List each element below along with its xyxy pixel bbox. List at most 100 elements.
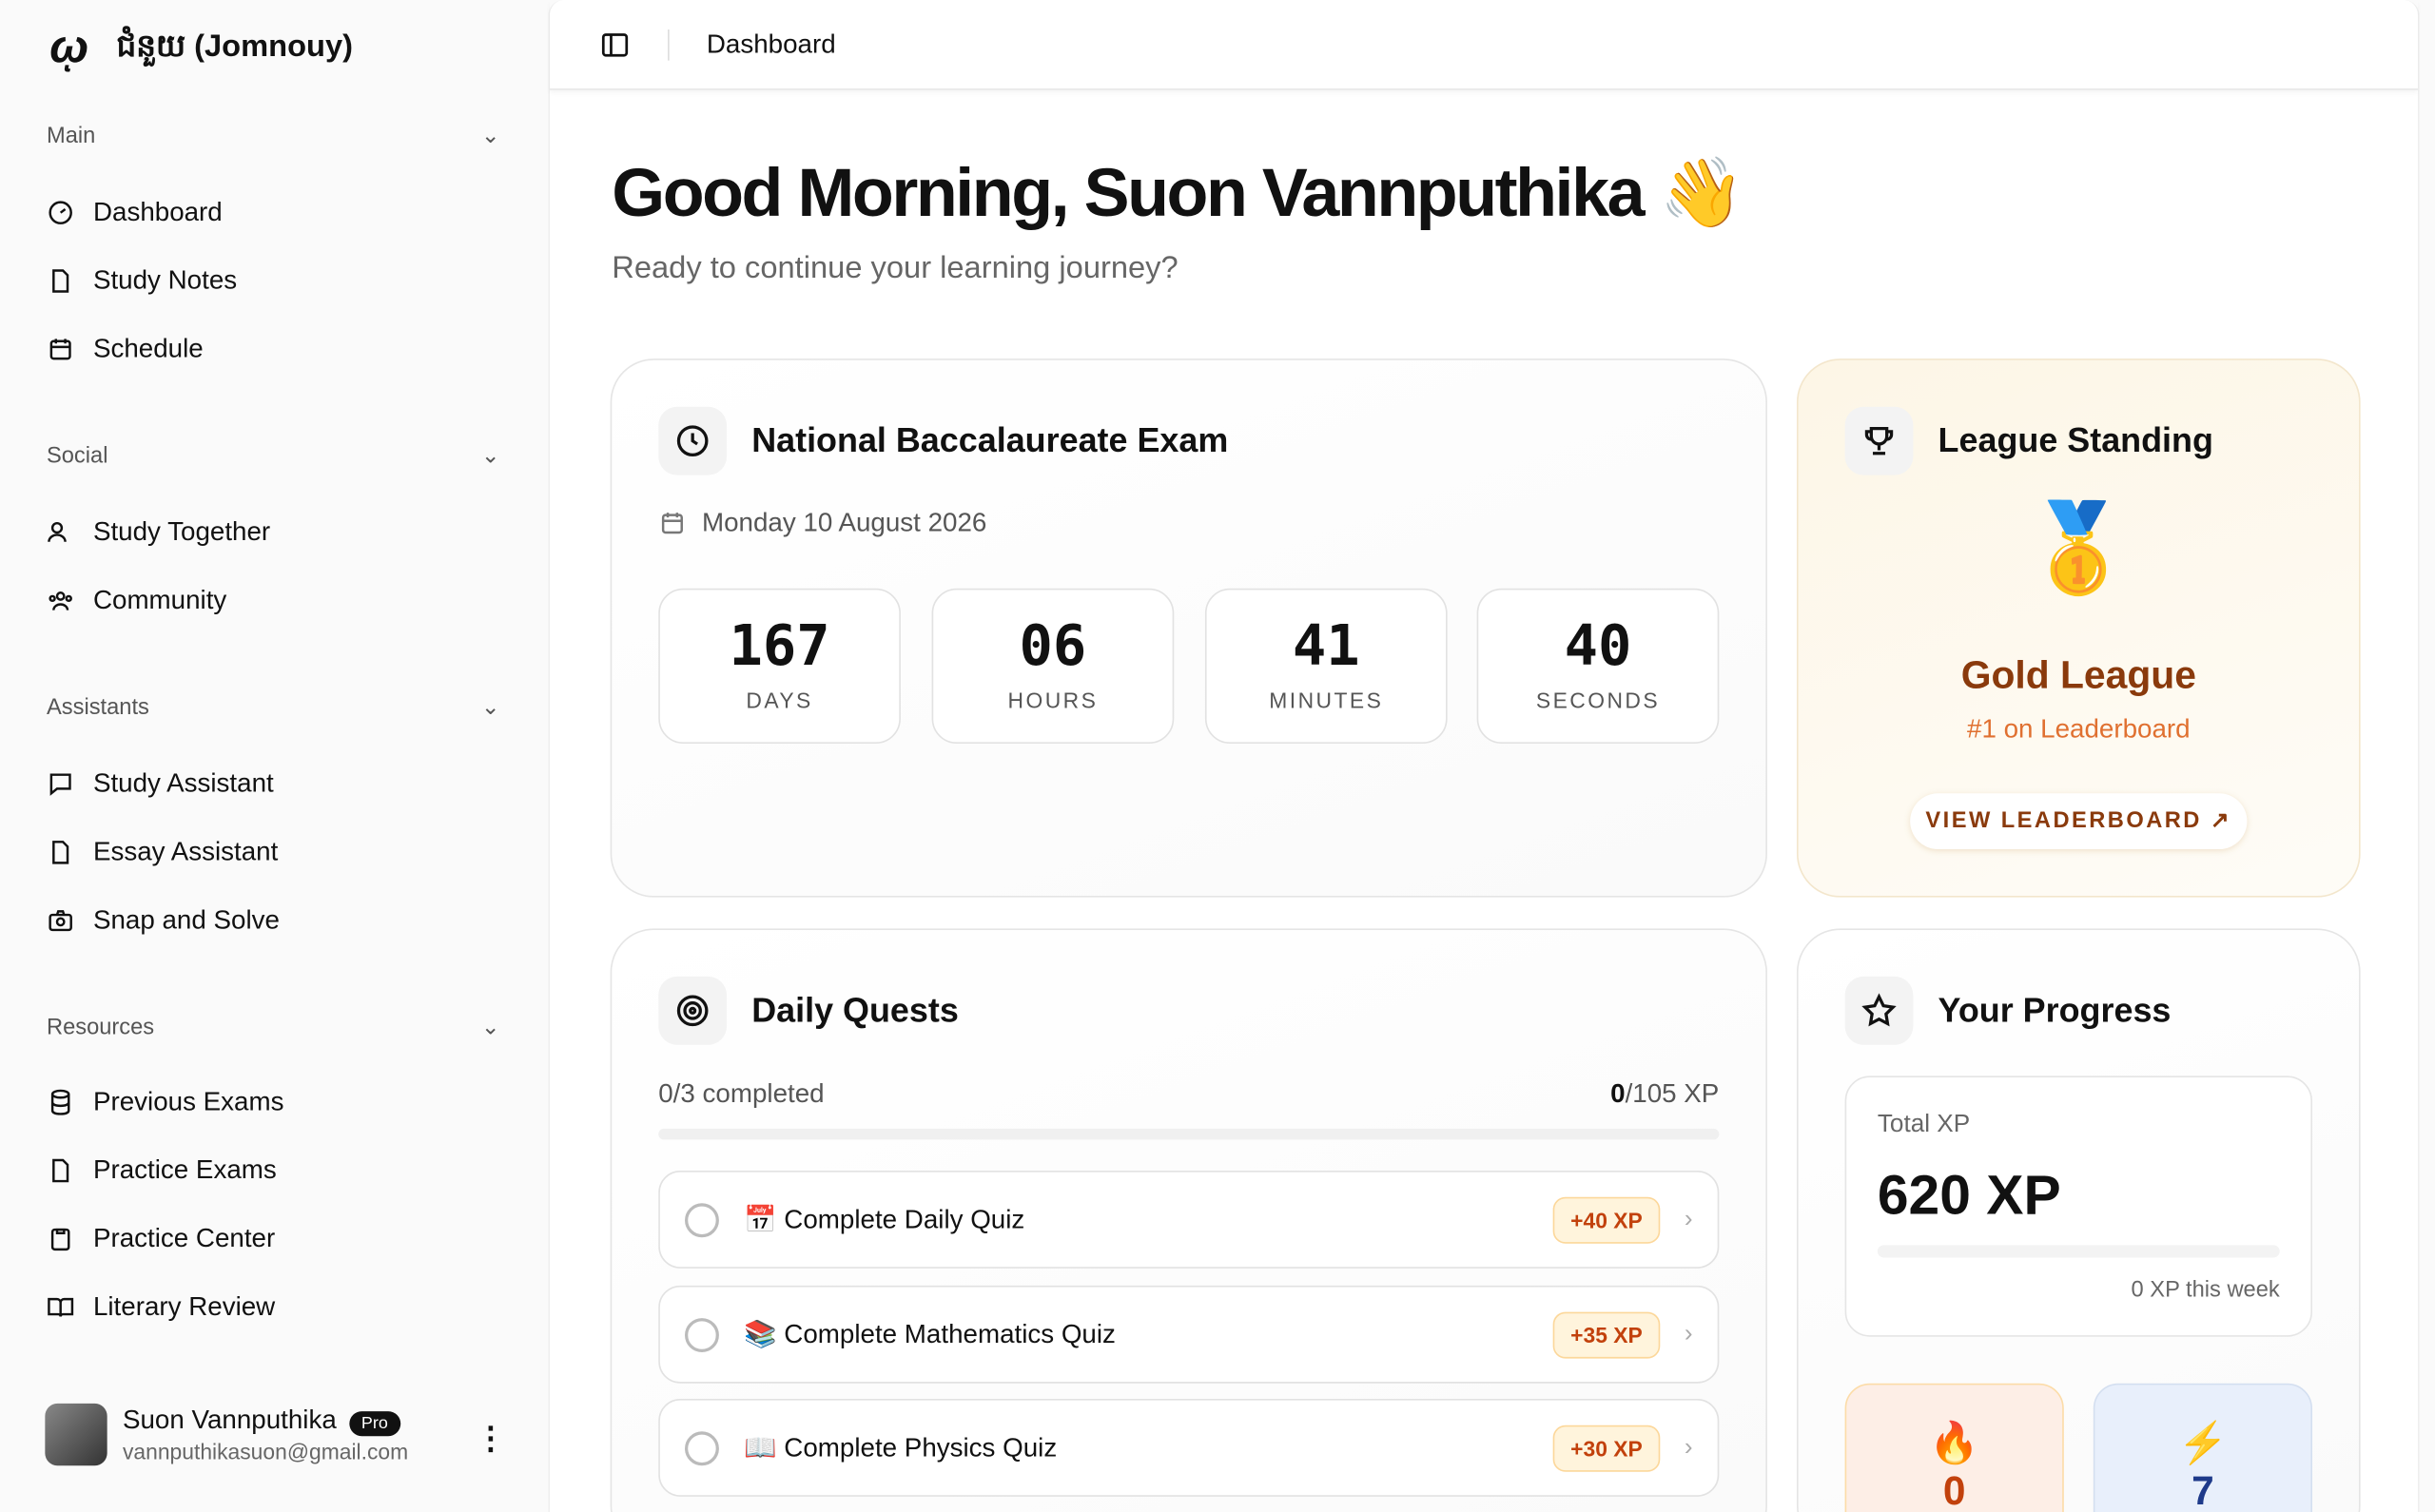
clock-icon [658,406,728,475]
quest-label: 📅 Complete Daily Quiz [744,1204,1025,1234]
app-logo[interactable]: ῳ ជំនួយ (Jomnouy) [49,22,353,75]
exam-countdown-card: National Baccalaureate Exam Monday 10 Au… [610,359,1767,898]
section-assistants[interactable]: Assistants ⌄ [47,695,500,720]
countdown-label: HOURS [1007,688,1099,713]
chevron-right-icon: › [1684,1205,1693,1232]
sidebar-item-study-assistant[interactable]: Study Assistant [47,768,274,800]
chevron-down-icon: ⌄ [480,443,500,470]
sidebar-item-literary-review[interactable]: Literary Review [47,1291,275,1323]
user-email: vannputhikasuon@gmail.com [122,1439,409,1464]
quest-checkbox[interactable] [684,1317,719,1352]
gold-medal-icon: 🥇 [2024,498,2133,596]
quest-label: 📖 Complete Physics Quiz [744,1432,1058,1463]
sidebar-item-label: Practice Center [92,1223,276,1253]
calendar-icon [661,513,683,534]
document-icon [52,841,69,864]
topbar: Dashboard [549,0,2419,90]
chevron-down-icon: ⌄ [480,695,500,721]
page-subtitle: Ready to continue your learning journey? [612,251,1179,286]
users-icon [48,521,67,542]
sidebar-item-label: Practice Exams [92,1154,277,1185]
sidebar-item-dashboard[interactable]: Dashboard [47,197,223,228]
lightning-icon: ⚡ [2177,1419,2229,1466]
user-name: Suon Vannputhika [122,1405,337,1435]
database-icon [50,1089,70,1115]
countdown-value: 41 [1292,614,1360,679]
card-title: League Standing [1938,420,2213,460]
card-title: Your Progress [1938,990,2172,1030]
section-label: Resources [46,1015,155,1040]
chat-icon [49,773,71,796]
stat-value: 7 [2192,1466,2214,1512]
section-resources[interactable]: Resources ⌄ [47,1016,500,1040]
sidebar-item-label: Essay Assistant [92,836,279,867]
countdown-seconds: 40 SECONDS [1476,588,1720,745]
page-title: Good Morning, Suon Vannputhika 👋 [612,155,1744,232]
clipboard-icon [50,1228,70,1251]
main-content: Dashboard Good Morning, Suon Vannputhika… [548,0,2420,1512]
quest-item[interactable]: 📖 Complete Physics Quiz +30 XP › [658,1399,1720,1497]
sidebar-item-previous-exams[interactable]: Previous Exams [47,1087,284,1118]
sidebar-item-community[interactable]: Community [47,586,226,617]
sidebar-item-schedule[interactable]: Schedule [47,334,204,365]
sidebar-item-practice-center[interactable]: Practice Center [47,1224,275,1255]
quest-item[interactable]: 📅 Complete Daily Quiz +40 XP › [658,1171,1720,1269]
league-standing-card: League Standing 🥇 Gold League #1 on Lead… [1796,359,2361,898]
quests-progress-bar [658,1128,1720,1140]
countdown-value: 40 [1564,614,1632,679]
sidebar-item-practice-exams[interactable]: Practice Exams [47,1155,277,1187]
sidebar-item-label: Literary Review [92,1291,276,1322]
countdown-days: 167 DAYS [658,588,901,745]
target-icon [658,976,728,1045]
weekly-xp-bar [1877,1245,2280,1258]
card-title: National Baccalaureate Exam [751,420,1229,460]
sidebar-item-label: Schedule [92,334,204,364]
avatar [45,1403,107,1466]
calendar-icon [49,339,71,360]
chevron-down-icon: ⌄ [480,1015,500,1040]
energy-stat: ⚡ 7 [2093,1383,2313,1512]
xp-earned: 0 [1610,1078,1626,1109]
countdown-label: MINUTES [1269,688,1384,713]
sidebar-item-snap-and-solve[interactable]: Snap and Solve [47,905,280,937]
xp-badge: +40 XP [1553,1195,1660,1243]
quest-checkbox[interactable] [684,1430,719,1465]
chevron-down-icon: ⌄ [480,124,500,149]
community-icon [49,591,72,611]
pro-badge: Pro [348,1411,400,1437]
divider [668,29,670,60]
total-xp-panel: Total XP 620 XP 0 XP this week [1844,1076,2313,1337]
section-main[interactable]: Main ⌄ [47,125,500,149]
view-leaderboard-button[interactable]: VIEW LEADERBOARD ↗ [1910,793,2248,850]
sidebar-item-label: Study Assistant [92,768,274,799]
sidebar-item-study-notes[interactable]: Study Notes [47,265,237,297]
exam-date: Monday 10 August 2026 [658,508,986,539]
countdown-label: SECONDS [1535,688,1661,713]
xp-total: /105 XP [1625,1078,1720,1109]
countdown-value: 167 [729,614,830,679]
quest-item[interactable]: 📚 Complete Mathematics Quiz +35 XP › [658,1285,1720,1384]
sidebar-toggle-icon[interactable] [599,29,631,60]
fire-icon: 🔥 [1929,1419,1980,1466]
file-icon [52,269,69,293]
total-xp-label: Total XP [1877,1111,1971,1138]
countdown-hours: 06 HOURS [931,588,1175,745]
more-options-icon[interactable]: ⋮ [475,1422,507,1457]
app-title: ជំនួយ (Jomnouy) [116,29,354,64]
breadcrumb: Dashboard [706,29,836,59]
sidebar-item-essay-assistant[interactable]: Essay Assistant [47,837,278,868]
quest-checkbox[interactable] [684,1202,719,1237]
gauge-icon [49,201,72,224]
quests-completed: 0/3 completed [658,1078,825,1109]
league-name: Gold League [1960,653,2196,698]
sidebar-item-study-together[interactable]: Study Together [47,517,270,549]
weekly-xp-text: 0 XP this week [2131,1277,2280,1303]
exam-date-text: Monday 10 August 2026 [701,507,987,537]
daily-quests-card: Daily Quests 0/3 completed 0/105 XP 📅 Co… [610,928,1767,1512]
user-profile[interactable]: Suon Vannputhika Pro vannputhikasuon@gmai… [45,1403,409,1466]
section-label: Social [46,443,108,470]
total-xp-value: 620 XP [1877,1162,2061,1227]
sidebar-item-label: Snap and Solve [92,904,280,935]
sidebar-item-label: Community [92,585,227,615]
section-social[interactable]: Social ⌄ [47,444,500,469]
